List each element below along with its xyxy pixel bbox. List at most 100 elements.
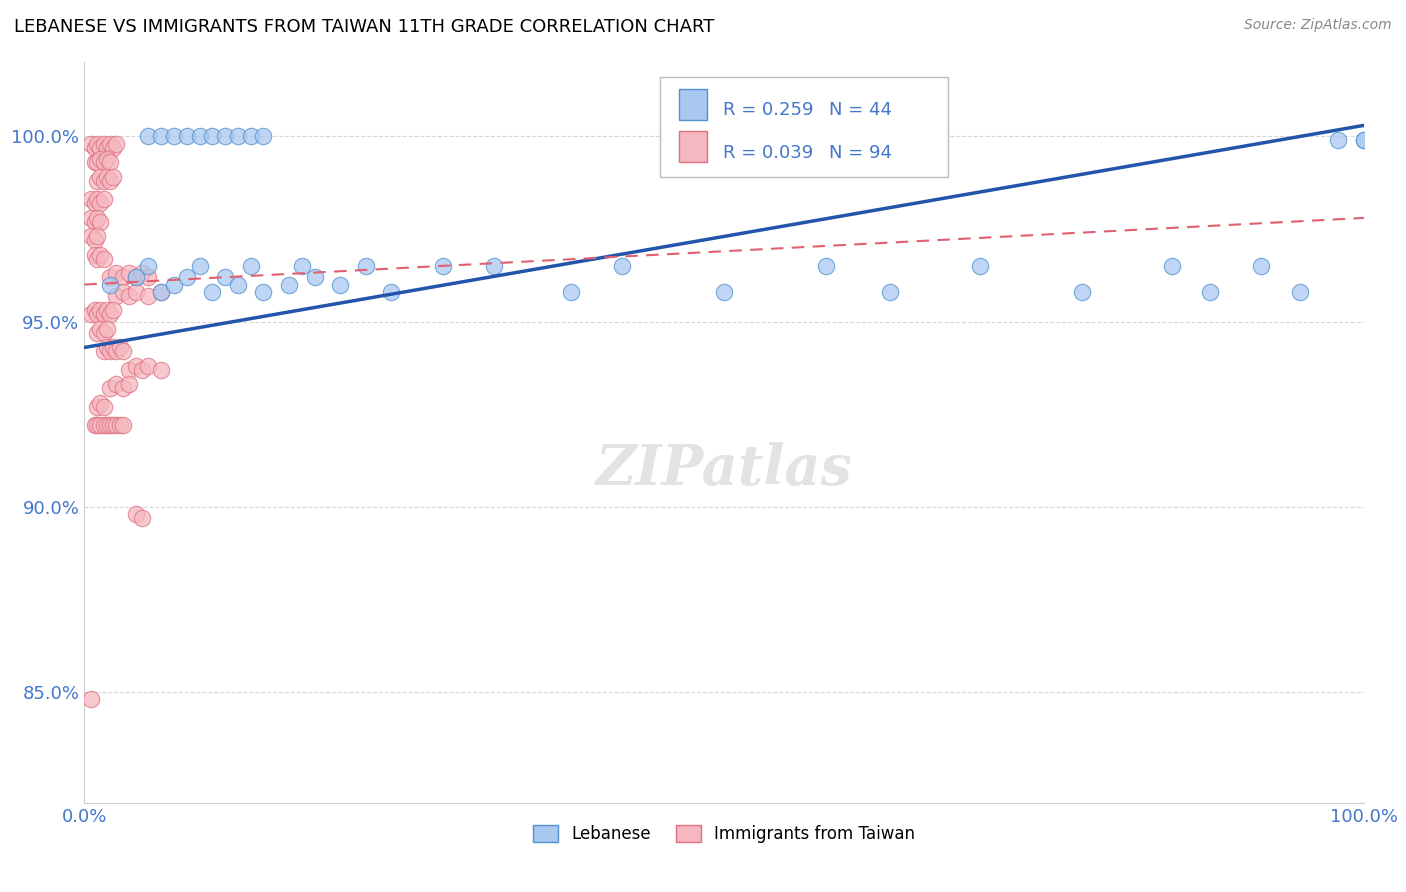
Point: [83, 418, 105, 433]
Point: [86, 252, 108, 266]
Point: [1327, 133, 1350, 147]
Point: [93, 418, 115, 433]
Point: [89, 418, 111, 433]
Point: [93, 136, 115, 151]
Point: [105, 418, 128, 433]
Point: [239, 129, 262, 144]
Point: [432, 259, 454, 273]
Point: [86, 155, 108, 169]
Text: LEBANESE VS IMMIGRANTS FROM TAIWAN 11TH GRADE CORRELATION CHART: LEBANESE VS IMMIGRANTS FROM TAIWAN 11TH …: [14, 18, 714, 36]
Point: [713, 285, 735, 299]
Point: [86, 193, 108, 207]
Point: [1199, 285, 1222, 299]
Point: [124, 270, 146, 285]
Point: [111, 344, 134, 359]
Point: [1353, 133, 1375, 147]
Point: [98, 344, 121, 359]
Point: [150, 285, 173, 299]
Point: [105, 377, 128, 392]
Point: [111, 285, 134, 299]
Point: [80, 136, 103, 151]
Point: [879, 285, 901, 299]
Point: [188, 259, 211, 273]
Point: [93, 326, 115, 340]
Point: [101, 140, 124, 154]
Point: [610, 259, 633, 273]
Point: [89, 322, 111, 336]
Point: [86, 211, 108, 225]
Point: [89, 248, 111, 262]
Point: [124, 359, 146, 373]
Point: [93, 344, 115, 359]
Point: [80, 307, 103, 321]
Point: [89, 396, 111, 410]
Point: [201, 129, 224, 144]
Point: [80, 229, 103, 244]
Point: [815, 259, 838, 273]
Point: [111, 418, 134, 433]
Point: [1160, 259, 1182, 273]
Point: [96, 418, 118, 433]
Point: [969, 259, 991, 273]
Point: [98, 381, 121, 395]
Text: ZIPatlas: ZIPatlas: [596, 442, 852, 497]
Point: [214, 129, 236, 144]
Point: [96, 341, 118, 355]
Point: [98, 277, 121, 292]
FancyBboxPatch shape: [661, 78, 948, 178]
Point: [98, 155, 121, 169]
Point: [111, 381, 134, 395]
Point: [89, 140, 111, 154]
Point: [214, 270, 236, 285]
Point: [86, 418, 108, 433]
Point: [98, 307, 121, 321]
Point: [105, 344, 128, 359]
Point: [1353, 133, 1375, 147]
Point: [89, 214, 111, 228]
Point: [138, 288, 160, 302]
Point: [83, 233, 105, 247]
Point: [226, 277, 249, 292]
Legend: Lebanese, Immigrants from Taiwan: Lebanese, Immigrants from Taiwan: [526, 819, 922, 850]
Point: [118, 288, 141, 302]
Bar: [679, 88, 707, 120]
Text: N = 44: N = 44: [830, 102, 891, 120]
Point: [188, 129, 211, 144]
Point: [124, 285, 146, 299]
Point: [98, 174, 121, 188]
Point: [83, 214, 105, 228]
Text: R = 0.039: R = 0.039: [723, 144, 813, 161]
Point: [101, 170, 124, 185]
Point: [96, 322, 118, 336]
Point: [93, 193, 115, 207]
Point: [89, 303, 111, 318]
Point: [101, 418, 124, 433]
Point: [83, 155, 105, 169]
Point: [83, 303, 105, 318]
Point: [86, 326, 108, 340]
Point: [83, 196, 105, 211]
Point: [83, 140, 105, 154]
Text: N = 94: N = 94: [830, 144, 891, 161]
Point: [98, 136, 121, 151]
Point: [96, 152, 118, 166]
Point: [108, 341, 131, 355]
Point: [101, 341, 124, 355]
Point: [252, 285, 274, 299]
Bar: [679, 131, 707, 162]
Point: [98, 418, 121, 433]
Point: [163, 129, 186, 144]
Point: [278, 277, 301, 292]
Point: [96, 170, 118, 185]
Point: [354, 259, 377, 273]
Point: [329, 277, 352, 292]
Point: [150, 362, 173, 376]
Point: [86, 400, 108, 414]
Point: [380, 285, 402, 299]
Point: [96, 303, 118, 318]
Point: [105, 288, 128, 302]
Point: [163, 277, 186, 292]
Point: [89, 152, 111, 166]
Text: R = 0.259: R = 0.259: [723, 102, 813, 120]
Point: [291, 259, 314, 273]
